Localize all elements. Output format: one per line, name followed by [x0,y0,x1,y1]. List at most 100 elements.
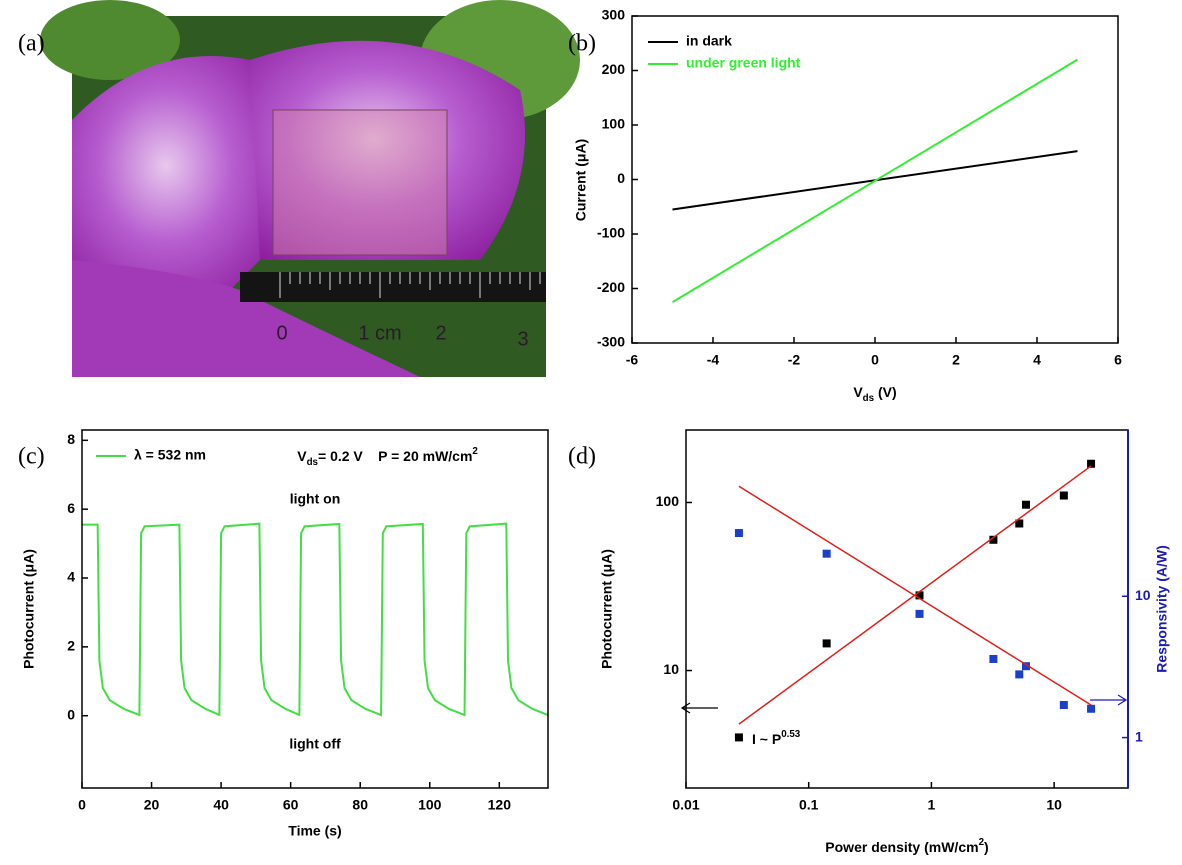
y-tick-label: -100 [597,225,625,241]
petal [72,260,420,377]
x-axis-label: Time (s) [288,823,341,839]
annotation: P = 20 mW/cm2 [378,446,478,464]
film [272,109,448,256]
data-point [1087,459,1096,468]
x-axis-label: Power density (mW/cm2) [825,837,988,855]
ruler-ticks [279,272,541,298]
panel-label: (d) [568,444,596,470]
x-axis-label: Vds (V) [853,384,896,404]
leaf [40,0,180,80]
ruler-label: 0 [276,322,287,344]
ruler-label: 1 cm [358,322,401,344]
data-point [915,591,924,600]
legend-label: in dark [686,33,732,49]
x-tick-label: 60 [283,797,299,813]
x-tick-label: 4 [1033,352,1041,368]
petal [72,56,282,300]
text-part: Power density (mW/cm [825,839,978,855]
y-tick-label: 2 [67,638,75,654]
annotation: Vds= 0.2 V [297,448,363,468]
x-tick-label: 0.01 [672,797,699,813]
data-line [671,58,1079,303]
data-point [1015,670,1024,679]
annotation: light off [289,736,341,752]
y2-axis-label: Responsivity (A/W) [1154,545,1170,673]
annotation: light on [290,491,341,507]
x-tick-label: 120 [488,797,512,813]
data-point [1022,500,1031,509]
x-tick-label: -2 [788,352,801,368]
y-tick-label: 100 [656,493,680,509]
data-point [915,609,924,618]
text-part: 2 [979,837,985,848]
ruler-label: 2 [435,322,446,344]
y-tick-label: 8 [67,431,75,447]
data-point [822,639,831,648]
x-tick-label: 10 [1046,797,1062,813]
y2-tick-label: 1 [1135,728,1143,744]
text-part: ) [984,839,989,855]
y-axis-label: Photocurrent (μA) [599,549,615,669]
y-tick-label: 0 [617,170,625,186]
text-part: V [853,384,863,400]
legend-label: under green light [686,55,801,71]
y-axis-label: Current (μA) [573,139,589,221]
x-tick-label: -4 [707,352,720,368]
data-point [1087,704,1096,713]
x-tick-label: 40 [213,797,229,813]
data-point [1059,491,1068,500]
data-point [734,529,743,538]
photo: 0 1 cm 2 3 (a) [18,0,580,377]
ruler [240,272,546,302]
text-part: 2 [472,446,478,457]
data-point [1022,662,1031,671]
y-tick-label: -300 [597,334,625,350]
y-tick-label: 100 [602,116,626,132]
plot-frame [81,429,549,789]
ruler-label: 3 [517,328,528,350]
arrow-left [680,702,718,714]
data-point [989,535,998,544]
arrow-right [1090,694,1128,706]
y-axis-label: Photocurrent (μA) [21,549,37,669]
petal [250,40,525,261]
x-tick-label: 1 [928,797,936,813]
y-tick-label: 0 [67,706,75,722]
text-part: (V) [874,384,897,400]
y-tick-label: 300 [602,7,626,23]
x-tick-label: 6 [1114,352,1122,368]
data-point [1015,519,1024,528]
x-tick-label: 80 [352,797,368,813]
text-part: ds [307,457,319,468]
annotation: I ~ P0.53 [752,729,801,747]
y-tick-label: 4 [67,569,75,585]
legend-label: λ = 532 nm [134,447,206,463]
text-part: ds [863,393,875,404]
x-tick-label: -6 [626,352,639,368]
x-tick-label: 0 [78,797,86,813]
x-tick-label: 0 [871,352,879,368]
data-point [734,733,743,742]
text-part: = 0.2 V [318,448,363,464]
data-point [822,549,831,558]
x-tick-label: 100 [418,797,442,813]
x-tick-label: 20 [144,797,160,813]
text-part: I ~ P [752,731,781,747]
x-tick-label: 2 [952,352,960,368]
text-part: P = 20 mW/cm [378,448,472,464]
y-tick-label: 200 [602,61,626,77]
x-tick-label: 0.1 [799,797,819,813]
y-tick-label: -200 [597,279,625,295]
y-tick-label: 10 [663,661,679,677]
y-tick-label: 6 [67,500,75,516]
text-part: 0.53 [781,729,801,740]
y2-tick-label: 10 [1135,587,1151,603]
text-part: V [297,448,307,464]
panel-label: (a) [18,31,45,57]
fit-line [738,485,1092,706]
panel-label: (b) [568,31,596,57]
panel-label: (c) [18,444,45,470]
data-point [1059,701,1068,710]
data-line [82,522,549,717]
